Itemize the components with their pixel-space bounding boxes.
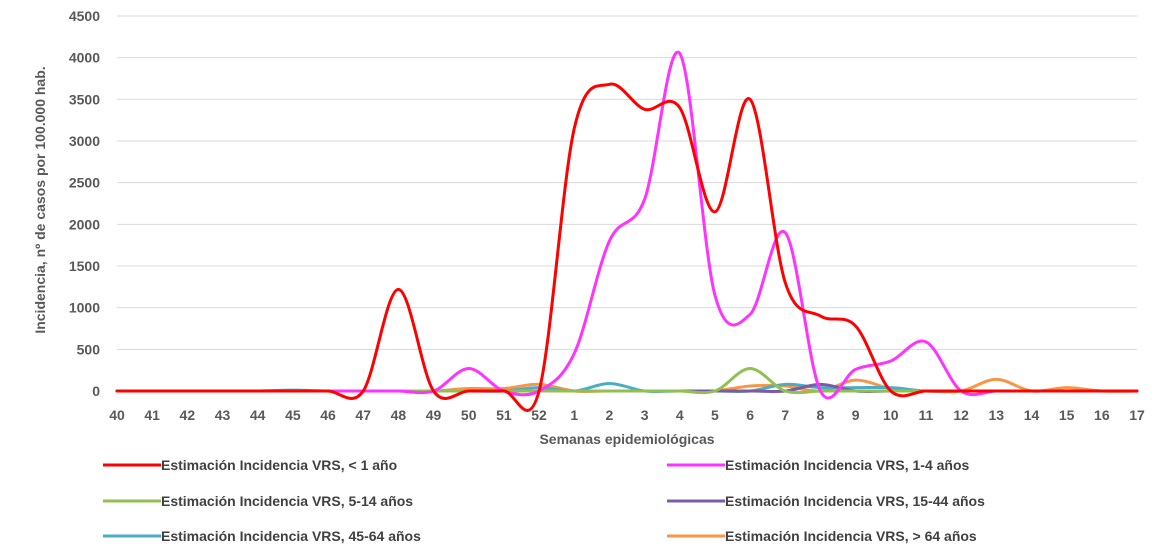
legend-label: Estimación Incidencia VRS, 1-4 años — [725, 457, 970, 473]
x-tick-label: 46 — [320, 407, 336, 423]
legend: Estimación Incidencia VRS, < 1 año Estima… — [103, 457, 985, 544]
y-tick-label: 3000 — [69, 133, 100, 149]
y-tick-labels: 0 500 1000 1500 2000 2500 3000 3500 4000 4500 — [69, 8, 100, 399]
x-tick-label: 15 — [1059, 407, 1075, 423]
x-tick-label: 52 — [531, 407, 547, 423]
y-tick-label: 1000 — [69, 300, 100, 316]
x-tick-label: 1 — [570, 407, 578, 423]
x-tick-label: 10 — [883, 407, 899, 423]
gridlines — [117, 15, 1137, 392]
legend-label: Estimación Incidencia VRS, 45-64 años — [161, 528, 421, 544]
legend-label: Estimación Incidencia VRS, 5-14 años — [161, 493, 413, 509]
y-axis-title: Incidencia, nº de casos por 100.000 hab. — [32, 66, 48, 333]
x-tick-label: 6 — [746, 407, 754, 423]
legend-label: Estimación Incidencia VRS, > 64 años — [725, 528, 977, 544]
legend-label: Estimación Incidencia VRS, 15-44 años — [725, 493, 985, 509]
x-tick-label: 42 — [180, 407, 196, 423]
legend-label: Estimación Incidencia VRS, < 1 año — [161, 457, 397, 473]
x-tick-label: 47 — [355, 407, 371, 423]
y-tick-label: 3500 — [69, 91, 100, 107]
x-tick-label: 49 — [426, 407, 442, 423]
x-tick-label: 45 — [285, 407, 301, 423]
x-tick-label: 8 — [817, 407, 825, 423]
y-tick-label: 4500 — [69, 8, 100, 24]
x-tick-label: 11 — [919, 407, 934, 423]
x-tick-labels: 40 41 42 43 44 45 46 47 48 49 50 51 52 1 2 3 4 5 6 7 8 9 10 11 1… — [109, 407, 1145, 423]
y-tick-label: 0 — [92, 383, 100, 399]
x-tick-label: 51 — [496, 407, 512, 423]
x-axis-title: Semanas epidemiológicas — [539, 431, 714, 447]
x-tick-label: 44 — [250, 407, 266, 423]
x-tick-label: 13 — [989, 407, 1005, 423]
x-tick-label: 12 — [953, 407, 969, 423]
series-line — [115, 367, 1139, 395]
y-tick-label: 2500 — [69, 175, 100, 191]
x-tick-label: 5 — [711, 407, 719, 423]
x-tick-label: 9 — [852, 407, 860, 423]
series-line — [115, 50, 1139, 400]
y-tick-label: 4000 — [69, 50, 100, 66]
y-tick-label: 1500 — [69, 258, 100, 274]
x-tick-label: 2 — [606, 407, 614, 423]
x-tick-label: 7 — [781, 407, 789, 423]
y-tick-label: 500 — [77, 341, 101, 357]
series-line — [115, 82, 1139, 412]
series-lines — [115, 50, 1139, 412]
x-tick-label: 48 — [391, 407, 407, 423]
y-tick-label: 2000 — [69, 216, 100, 232]
x-tick-label: 4 — [676, 407, 684, 423]
x-tick-label: 41 — [144, 407, 160, 423]
x-tick-label: 43 — [215, 407, 231, 423]
x-tick-label: 17 — [1129, 407, 1145, 423]
x-tick-label: 16 — [1094, 407, 1110, 423]
x-tick-label: 50 — [461, 407, 477, 423]
x-tick-label: 3 — [641, 407, 649, 423]
x-tick-label: 14 — [1024, 407, 1040, 423]
x-tick-label: 40 — [109, 407, 125, 423]
